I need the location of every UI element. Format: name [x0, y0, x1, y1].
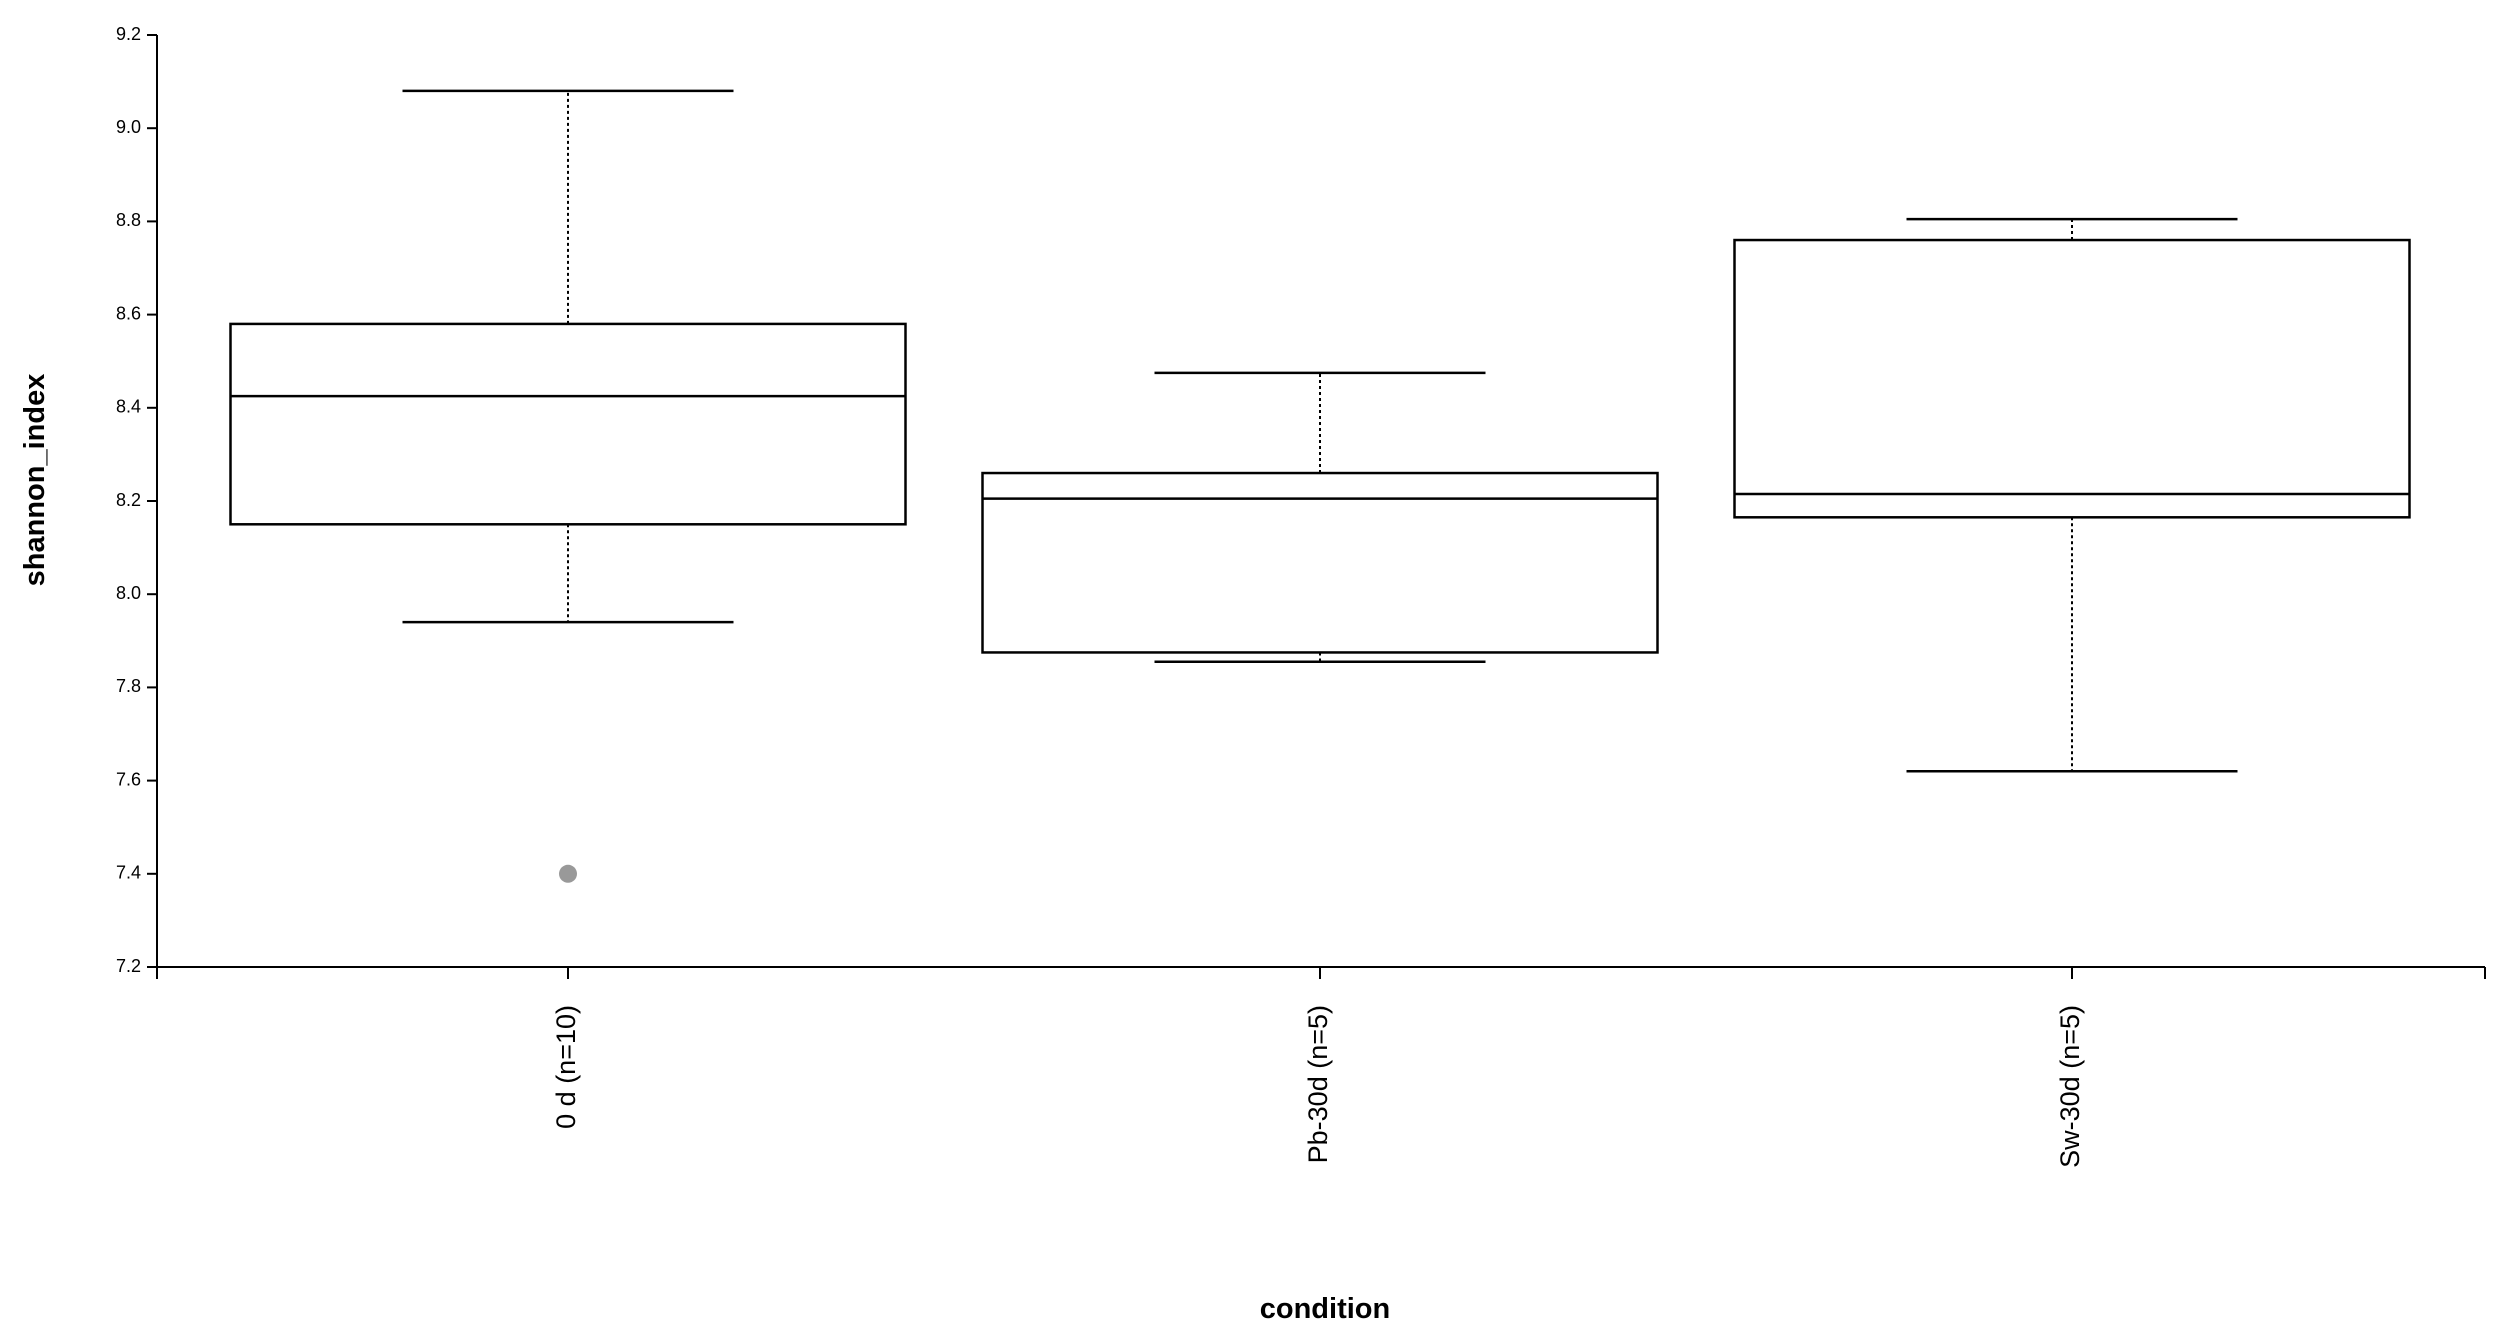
y-tick-label: 7.6	[116, 769, 141, 789]
y-tick-label: 9.0	[116, 117, 141, 137]
y-tick-label: 8.2	[116, 490, 141, 510]
x-tick-label: 0 d (n=10)	[551, 1005, 581, 1129]
y-tick-label: 8.0	[116, 583, 141, 603]
y-tick-label: 7.2	[116, 956, 141, 976]
x-tick-label: Pb-30d (n=5)	[1303, 1005, 1333, 1163]
x-axis-title: condition	[1260, 1293, 1390, 1325]
y-tick-label: 8.6	[116, 303, 141, 323]
box	[1733, 238, 2411, 519]
y-tick-label: 8.4	[116, 397, 141, 417]
box	[981, 471, 1659, 654]
y-tick-label: 7.8	[116, 676, 141, 696]
y-tick-label: 8.8	[116, 210, 141, 230]
x-tick-label: Sw-30d (n=5)	[2055, 1005, 2085, 1168]
y-tick-label: 7.4	[116, 863, 141, 883]
outlier	[559, 864, 577, 883]
y-axis-title: shannon_index	[19, 374, 51, 587]
y-tick-label: 9.2	[116, 24, 141, 44]
box	[229, 322, 907, 526]
